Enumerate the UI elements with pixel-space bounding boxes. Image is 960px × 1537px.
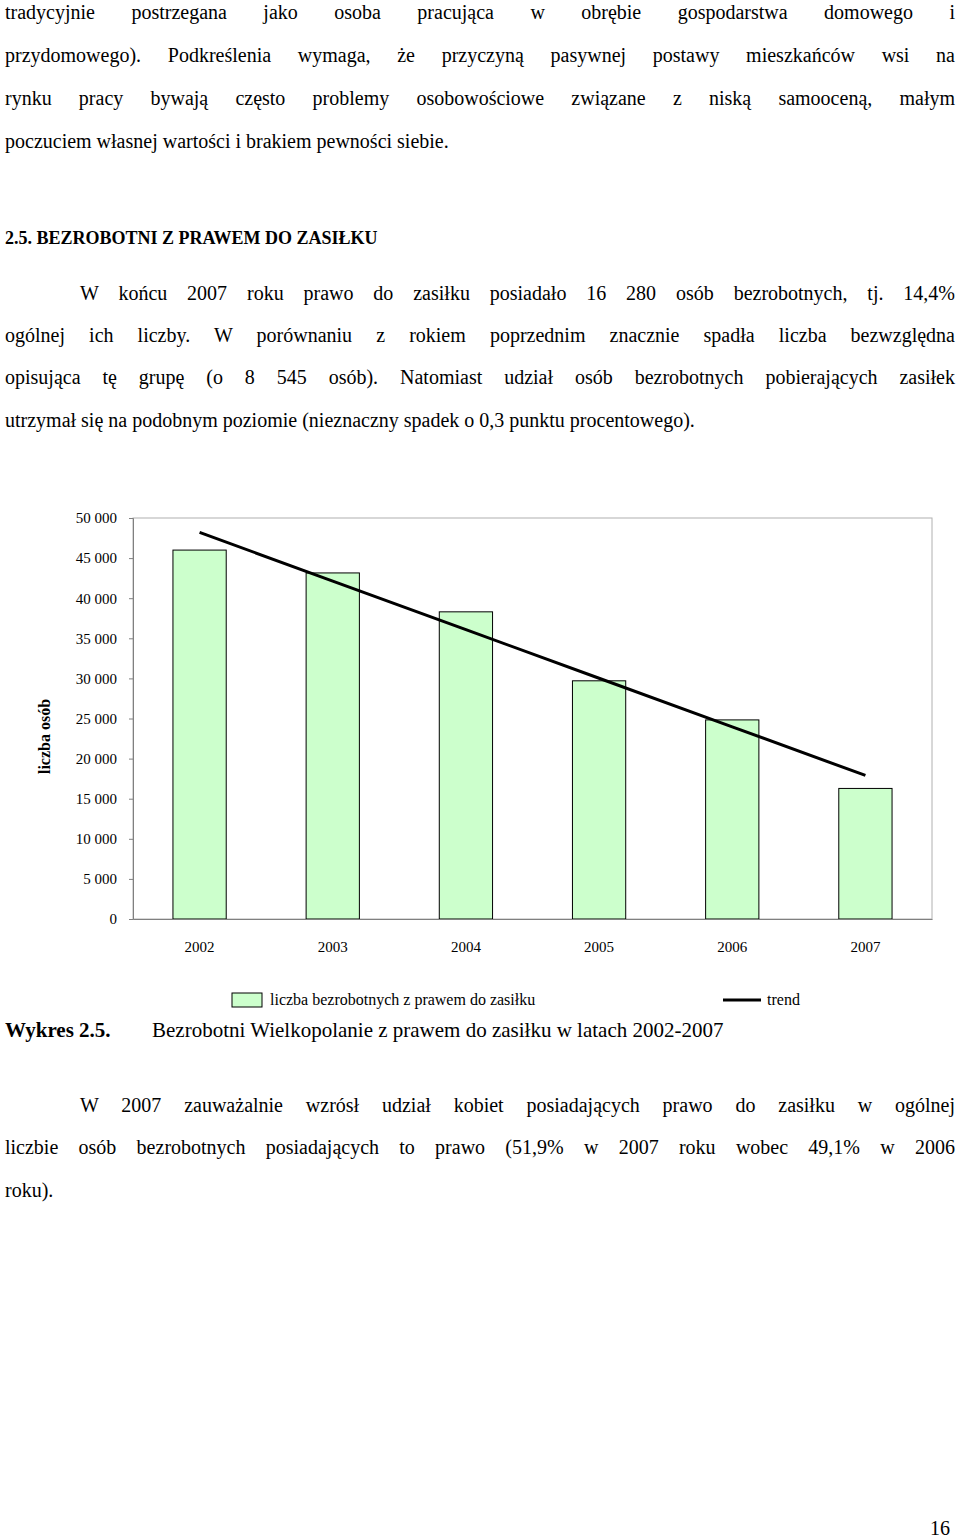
y-tick-mark (129, 558, 133, 559)
legend: liczba bezrobotnych z prawem do zasiłku t… (232, 991, 800, 1009)
x-tick: 2004 (451, 919, 482, 955)
caption-text: Bezrobotni Wielkopolanie z prawem do zas… (152, 1018, 723, 1042)
text-line: opisująca tę grupę (o 8 545 osób). Natom… (5, 365, 955, 389)
x-tick-label: 2007 (850, 939, 881, 955)
legend-swatch (232, 993, 262, 1007)
trend-line (200, 532, 866, 775)
legend-swatch (723, 999, 761, 1002)
y-tick-label: 50 000 (76, 510, 117, 526)
y-tick-mark (129, 678, 133, 679)
bar (572, 681, 625, 919)
x-tick-label: 2006 (717, 939, 748, 955)
text-line: W końcu 2007 roku prawo do zasiłku posia… (80, 281, 955, 305)
bar (706, 720, 759, 919)
y-tick: 35 000 (76, 631, 133, 647)
x-axis: 2002 2003 2004 2005 2006 2007 (134, 919, 933, 955)
y-tick: 30 000 (76, 671, 133, 687)
y-tick-label: 25 000 (76, 711, 117, 727)
bar (173, 550, 226, 919)
legend-label: trend (767, 991, 800, 1008)
x-tick-label: 2005 (584, 939, 614, 955)
text-line: W 2007 zauważalnie wzrósł udział kobiet … (80, 1093, 955, 1117)
text-line: poczuciem własnej wartości i brakiem pew… (5, 129, 955, 153)
text-line: ogólnej ich liczby. W porównaniu z rokie… (5, 323, 955, 347)
y-tick-label: 10 000 (76, 831, 117, 847)
y-tick-mark (129, 759, 133, 760)
y-tick-mark (129, 799, 133, 800)
y-tick-mark (129, 598, 133, 599)
y-tick-label: 15 000 (76, 791, 117, 807)
text-line: roku). (5, 1178, 955, 1202)
y-tick-label: 30 000 (76, 671, 117, 687)
page-number: 16 (930, 1516, 950, 1537)
x-tick: 2007 (850, 919, 881, 955)
y-tick-label: 5 000 (83, 871, 117, 887)
legend-label: liczba bezrobotnych z prawem do zasiłku (270, 991, 535, 1009)
text-line: utrzymał się na podobnym poziomie (niezn… (5, 408, 955, 432)
y-tick-mark (129, 879, 133, 880)
text-line: rynku pracy bywają często problemy osobo… (5, 86, 955, 110)
y-tick-label: 35 000 (76, 631, 117, 647)
y-tick-mark (129, 919, 133, 920)
x-tick: 2002 (185, 919, 215, 955)
x-tick: 2006 (717, 919, 748, 955)
y-tick: 40 000 (76, 591, 133, 607)
y-tick-label: 40 000 (76, 591, 117, 607)
x-tick-label: 2002 (185, 939, 215, 955)
text-line: liczbie osób bezrobotnych posiadających … (5, 1135, 955, 1159)
y-tick-mark (129, 638, 133, 639)
section-heading: 2.5. BEZROBOTNI Z PRAWEM DO ZASIŁKU (5, 226, 378, 250)
plot-frame (133, 518, 932, 919)
x-tick-label: 2003 (318, 939, 348, 955)
page: 0 5 000 10 000 15 000 20 000 25 000 30 000 35 0… (0, 0, 960, 1537)
y-tick-label: 20 000 (76, 751, 117, 767)
y-tick-label: 45 000 (76, 550, 117, 566)
y-tick: 5 000 (83, 871, 133, 887)
x-tick: 2005 (584, 919, 614, 955)
y-tick-mark (129, 719, 133, 720)
bar (306, 573, 359, 919)
x-tick: 2003 (318, 919, 348, 955)
y-axis-title: liczba osób (36, 699, 53, 774)
x-axis-line (134, 919, 933, 920)
y-tick-label: 0 (110, 911, 118, 927)
y-tick: 15 000 (76, 791, 133, 807)
y-tick-mark (129, 518, 133, 519)
marks (173, 532, 892, 919)
y-tick: 50 000 (76, 510, 133, 526)
text-line: przydomowego). Podkreślenia wymaga, że p… (5, 43, 955, 67)
y-axis-line (129, 519, 134, 920)
y-tick: 25 000 (76, 711, 133, 727)
y-tick: 10 000 (76, 831, 133, 847)
y-tick: 20 000 (76, 751, 133, 767)
text-line: tradycyjnie postrzegana jako osoba pracu… (5, 0, 955, 24)
y-tick-mark (129, 839, 133, 840)
y-axis: 0 5 000 10 000 15 000 20 000 25 000 30 000 35 0… (76, 510, 134, 927)
caption-label: Wykres 2.5. (5, 1018, 111, 1042)
y-tick: 0 (110, 911, 134, 927)
x-tick-label: 2004 (451, 939, 482, 955)
bar (439, 612, 492, 919)
bar (839, 788, 892, 919)
y-tick: 45 000 (76, 550, 133, 566)
